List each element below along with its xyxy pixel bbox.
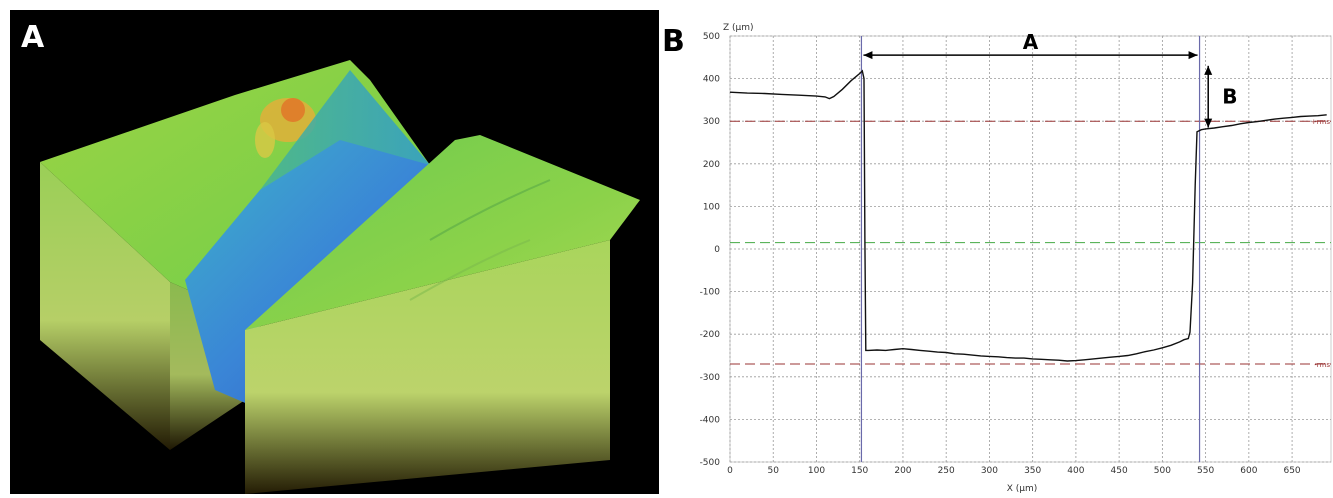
profile-chart: +rms -rms 0 50 100 150 200 250 300 350 400 450 500 5… [700,23,1332,494]
arrow-head [1204,118,1213,128]
arrow-head [1188,51,1198,60]
x-tick-label: 450 [1111,466,1128,476]
dimension-label-a: A [1023,30,1039,54]
x-tick-label: 200 [894,466,911,476]
y-tick-label: 400 [703,75,720,85]
x-tick-label: 0 [727,466,733,476]
x-axis-label: X (µm) [1007,484,1038,494]
series-group [729,69,1327,362]
surface-3d-panel: A [10,10,659,494]
reference-line-label: -rms [1314,361,1330,369]
y-tick-label: 100 [703,202,720,212]
profile-chart-panel: B +rms -rms 0 50 100 150 200 250 300 350 400 450 50… [662,10,1333,494]
x-tick-label: 150 [851,466,868,476]
y-tick-label: -300 [700,373,721,383]
y-axis-label: Z (µm) [723,23,754,33]
x-tick-label: 600 [1240,466,1257,476]
x-tick-label: 350 [1024,466,1041,476]
annotations: AB [863,30,1237,128]
y-tick-label: 300 [703,117,720,127]
x-tick-label: 550 [1197,466,1214,476]
x-tick-label: 50 [768,466,780,476]
reference-lines: +rms -rms [730,118,1331,369]
vertical-markers [860,36,1201,462]
x-tick-label: 400 [1067,466,1084,476]
y-tick-label: -100 [700,288,721,298]
x-tick-label: 650 [1283,466,1300,476]
x-tick-label: 300 [981,466,998,476]
panel-b-label: B [662,24,685,59]
y-tick-label: 500 [703,32,720,42]
y-tick-label: 200 [703,160,720,170]
tick-labels: 0 50 100 150 200 250 300 350 400 450 500 550 600 650 -… [700,32,1301,476]
x-tick-label: 100 [808,466,825,476]
y-tick-label: -200 [700,330,721,340]
arrow-head [863,51,873,60]
surface-3d-image [10,10,659,494]
y-tick-label: -500 [700,458,721,468]
arrow-head [1204,65,1213,75]
y-tick-label: -400 [700,415,721,425]
x-tick-label: 250 [938,466,955,476]
reference-line-label: +rms [1311,118,1330,126]
x-tick-label: 500 [1154,466,1171,476]
profile-line [729,69,1327,362]
dimension-label-b: B [1222,85,1237,109]
panel-a-label: A [21,20,45,55]
y-tick-label: 0 [714,245,720,255]
